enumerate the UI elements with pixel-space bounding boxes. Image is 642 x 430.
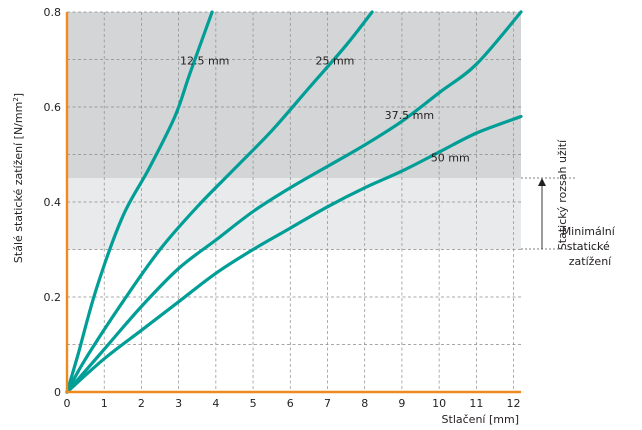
series-line-2 <box>65 10 523 394</box>
curve-label-1: 25 mm <box>315 54 354 67</box>
x-tick-label-10: 10 <box>432 397 446 410</box>
x-tick-label-11: 11 <box>469 397 483 410</box>
y-axis-label: Stálé statické zatížení [N/mm2] <box>12 93 25 263</box>
series-line-3 <box>65 114 523 394</box>
x-tick-label-8: 8 <box>361 397 368 410</box>
range-arrowhead-icon <box>538 178 546 186</box>
static-range-annotation: Statický rozsah užití Minimální statické… <box>521 139 619 268</box>
x-tick-label-9: 9 <box>398 397 405 410</box>
x-tick-label-5: 5 <box>250 397 257 410</box>
curves <box>65 10 523 394</box>
min-load-label: Minimální statické zatížení <box>562 225 619 268</box>
min-load-line-3: zatížení <box>569 255 612 268</box>
axes <box>65 12 521 394</box>
series-line-1 <box>65 10 374 394</box>
series-line-0 <box>65 10 214 394</box>
x-axis-label: Stlačení [mm] <box>442 413 519 426</box>
x-tick-label-0: 0 <box>64 397 71 410</box>
x-tick-label-3: 3 <box>175 397 182 410</box>
min-load-line-2: statické <box>567 240 610 253</box>
curve-label-2: 37.5 mm <box>385 109 434 122</box>
y-tick-label-3: 0.6 <box>44 101 62 114</box>
x-tick-label-7: 7 <box>324 397 331 410</box>
y-tick-label-2: 0.4 <box>44 196 62 209</box>
x-tick-label-12: 12 <box>507 397 521 410</box>
load-bands <box>67 12 521 250</box>
curve-label-0: 12.5 mm <box>180 54 229 67</box>
y-tick-label-0: 0 <box>54 386 61 399</box>
min-load-line-1: Minimální <box>562 225 616 238</box>
y-tick-label-4: 0.8 <box>44 6 62 19</box>
x-tick-label-4: 4 <box>212 397 219 410</box>
x-tick-label-2: 2 <box>138 397 145 410</box>
x-tick-label-6: 6 <box>287 397 294 410</box>
static-range-label: Statický rozsah užití <box>556 139 569 250</box>
y-tick-label-1: 0.2 <box>44 291 62 304</box>
curve-label-3: 50 mm <box>431 152 470 165</box>
load-band-1 <box>67 178 521 250</box>
x-tick-label-1: 1 <box>101 397 108 410</box>
curve-labels: 12.5 mm 25 mm 37.5 mm 50 mm <box>180 54 470 164</box>
